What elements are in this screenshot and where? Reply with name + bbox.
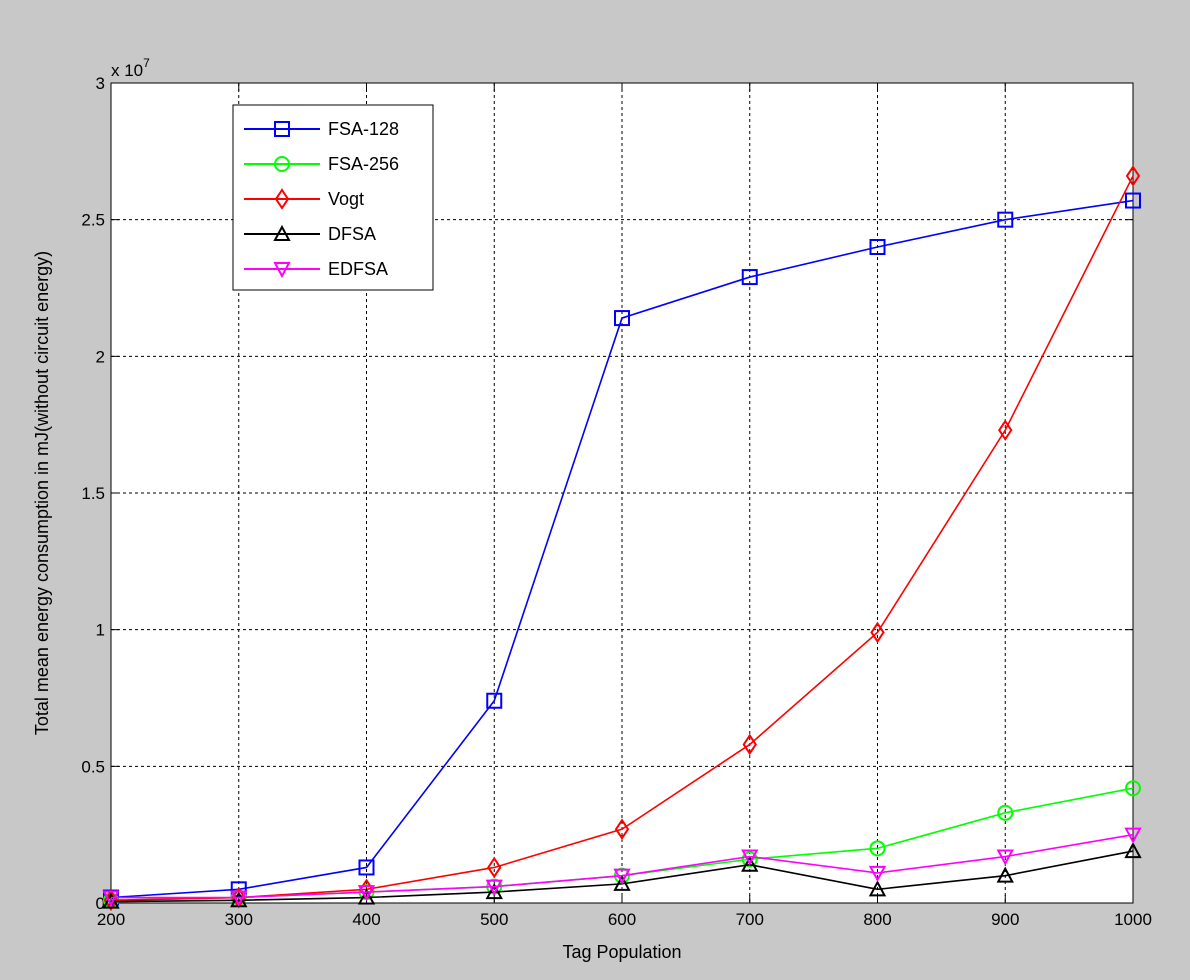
data-point-fsa-128 xyxy=(230,881,247,898)
legend-label-edfsa: EDFSA xyxy=(328,259,388,279)
data-point-fsa-128 xyxy=(358,859,375,876)
data-point-edfsa xyxy=(230,890,248,907)
data-point-dfsa xyxy=(357,888,376,905)
x-tick-label: 400 xyxy=(352,910,380,929)
grid xyxy=(111,83,1133,903)
x-tick-label: 900 xyxy=(991,910,1019,929)
data-point-edfsa xyxy=(996,849,1014,866)
data-point-edfsa xyxy=(868,865,887,883)
legend-marker-vogt xyxy=(274,188,290,210)
series-line-fsa-128 xyxy=(110,199,1134,899)
data-point-fsa-256 xyxy=(997,804,1014,821)
legend-entries: FSA-128 FSA-256 Vogt DFSA EDFSA xyxy=(244,119,399,279)
data-point-dfsa xyxy=(741,855,759,872)
data-point-dfsa xyxy=(102,892,120,909)
legend: FSA-128 FSA-256 Vogt DFSA EDFSA xyxy=(232,104,434,291)
legend-label-dfsa: DFSA xyxy=(328,224,376,244)
data-point-edfsa xyxy=(613,868,631,885)
series-line-vogt xyxy=(110,175,1134,902)
x-tick-label: 800 xyxy=(863,910,891,929)
legend-entry-fsa-128: FSA-128 xyxy=(244,119,399,139)
data-point-edfsa xyxy=(485,879,503,896)
legend-label-vogt: Vogt xyxy=(328,189,364,209)
y-tick-label: 3 xyxy=(96,74,105,93)
data-point-vogt xyxy=(998,419,1013,441)
data-point-edfsa xyxy=(1124,827,1142,844)
data-point-dfsa xyxy=(996,866,1014,883)
x-tick-label: 500 xyxy=(480,910,508,929)
data-point-dfsa xyxy=(485,882,503,900)
legend-marker-edfsa xyxy=(273,262,291,279)
y-multiplier-label: x 107 xyxy=(111,56,150,80)
data-point-fsa-128 xyxy=(614,310,630,327)
data-point-edfsa xyxy=(741,849,759,866)
data-point-vogt xyxy=(487,856,502,879)
legend-entry-fsa-256: FSA-256 xyxy=(244,154,399,174)
series-line-edfsa xyxy=(111,833,1134,899)
legend-entry-vogt: Vogt xyxy=(244,188,364,210)
axis-ticks: 200 300 400 500 600 700 800 900 1000 0 0.5 1 1.5 2 2.5… xyxy=(81,74,1152,929)
x-axis-label: Tag Population xyxy=(562,942,681,962)
y-axis-label: Total mean energy consumption in mJ(with… xyxy=(32,251,52,735)
data-point-edfsa xyxy=(357,885,376,902)
data-point-fsa-128 xyxy=(997,211,1014,228)
data-point-dfsa xyxy=(868,880,887,897)
data-point-dfsa xyxy=(613,874,631,891)
legend-label-fsa-256: FSA-256 xyxy=(328,154,399,174)
y-tick-label: 0.5 xyxy=(81,757,105,776)
series-edfsa xyxy=(102,827,1142,907)
series-group xyxy=(102,165,1142,912)
x-tick-label: 700 xyxy=(736,910,764,929)
data-point-fsa-256 xyxy=(1125,780,1141,797)
data-point-fsa-128 xyxy=(869,239,886,255)
data-point-vogt xyxy=(614,818,630,841)
y-tick-label: 1.5 xyxy=(81,484,105,503)
legend-box xyxy=(232,104,434,291)
legend-marker-fsa-256 xyxy=(274,156,290,172)
x-tick-label: 600 xyxy=(608,910,636,929)
data-point-vogt xyxy=(742,733,757,756)
y-tick-label: 2 xyxy=(96,347,105,366)
series-dfsa xyxy=(102,841,1142,909)
data-point-vogt xyxy=(870,621,885,644)
data-point-fsa-128 xyxy=(486,692,503,709)
legend-marker-fsa-128 xyxy=(274,121,290,137)
y-multiplier-exponent: 7 xyxy=(143,56,150,70)
data-point-vogt xyxy=(1125,165,1141,187)
data-point-fsa-128 xyxy=(741,269,758,286)
y-multiplier-base: x 10 xyxy=(111,61,143,80)
x-tick-label: 1000 xyxy=(1114,910,1152,929)
data-point-fsa-256 xyxy=(869,840,886,857)
data-point-fsa-256 xyxy=(741,851,758,868)
legend-marker-dfsa xyxy=(273,224,291,241)
y-tick-label: 1 xyxy=(96,621,105,640)
legend-label-fsa-128: FSA-128 xyxy=(328,119,399,139)
data-point-fsa-128 xyxy=(1125,192,1141,209)
x-tick-label: 300 xyxy=(225,910,253,929)
y-tick-label: 0 xyxy=(96,894,105,913)
x-tick-label: 200 xyxy=(97,910,125,929)
data-point-dfsa xyxy=(1124,841,1142,859)
legend-entry-edfsa: EDFSA xyxy=(244,259,388,279)
y-tick-label: 2.5 xyxy=(81,211,105,230)
legend-entry-dfsa: DFSA xyxy=(244,224,376,244)
data-point-edfsa xyxy=(102,890,120,907)
